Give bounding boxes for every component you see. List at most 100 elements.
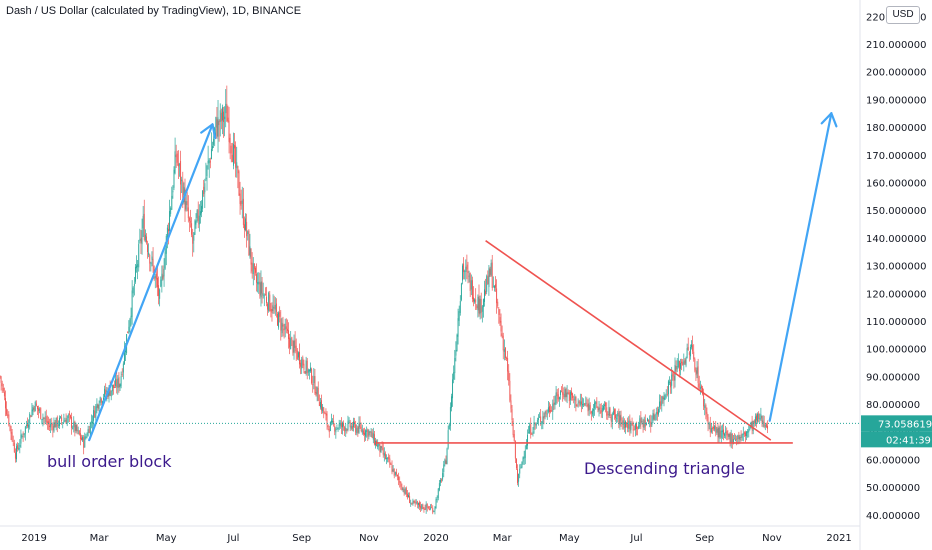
candle-body xyxy=(54,422,56,428)
candle-body xyxy=(227,117,229,122)
candle-body xyxy=(292,340,294,354)
candle-body xyxy=(520,466,522,468)
candle-body xyxy=(705,404,707,414)
currency-button[interactable]: USD xyxy=(886,6,920,24)
candle-body xyxy=(620,414,622,421)
candle-body xyxy=(751,421,753,430)
candle-body xyxy=(93,409,95,421)
candle-body xyxy=(315,392,317,396)
candle-body xyxy=(199,211,201,216)
candle-body xyxy=(608,407,610,416)
arrow-head xyxy=(211,123,217,140)
candle-body xyxy=(359,422,361,427)
candle-body xyxy=(596,400,598,408)
price-tick-label: 60.000000 xyxy=(866,456,920,467)
candle-body xyxy=(157,277,158,288)
candle-body xyxy=(529,425,531,434)
chart-annotation[interactable]: Descending triangle xyxy=(584,459,745,478)
candle-body xyxy=(546,413,548,415)
candle-body xyxy=(531,433,533,435)
candle-body xyxy=(111,384,113,392)
candle-body xyxy=(628,420,630,429)
candle-body xyxy=(197,209,199,221)
candle-body xyxy=(195,219,197,225)
candle-body xyxy=(240,201,242,206)
candle-body xyxy=(616,417,618,419)
candle-body xyxy=(204,183,206,193)
candle-body xyxy=(760,414,762,419)
candle-body xyxy=(382,447,384,455)
candle-body xyxy=(471,280,473,299)
candle-body xyxy=(734,438,735,440)
candle-body xyxy=(667,381,669,395)
candle-body xyxy=(567,392,569,395)
candle-body xyxy=(542,416,544,423)
candle-body xyxy=(100,398,102,403)
candle-body xyxy=(30,415,32,418)
candle-body xyxy=(713,426,714,429)
candle-body xyxy=(12,440,14,442)
candle-body xyxy=(443,464,445,472)
candle-body xyxy=(203,186,205,195)
candle-body xyxy=(403,489,405,493)
candle-body xyxy=(381,446,383,449)
candle-body xyxy=(639,418,641,427)
trend-line[interactable] xyxy=(485,240,772,441)
candle-body xyxy=(286,328,288,332)
candle-body xyxy=(518,473,520,482)
candle-body xyxy=(71,417,73,428)
candle-body xyxy=(663,397,665,401)
candle-body xyxy=(441,479,443,481)
candle-body xyxy=(486,276,488,292)
candle-body xyxy=(427,507,429,508)
candle-body xyxy=(691,344,692,348)
candle-body xyxy=(260,281,262,298)
chart-annotation[interactable]: bull order block xyxy=(47,452,172,471)
time-axis[interactable]: 2019 Mar May Jul Sep Nov 2020 Mar May Jul Sep Nov 20… xyxy=(21,533,851,544)
candle-body xyxy=(115,378,117,387)
chart-title: Dash / US Dollar (calculated by TradingV… xyxy=(6,5,302,17)
candle-body xyxy=(192,235,194,244)
candle-body xyxy=(709,423,711,433)
candle-body xyxy=(110,390,112,397)
candle-body xyxy=(367,429,369,437)
candle-body xyxy=(452,379,454,399)
candle-body xyxy=(412,500,414,504)
candle-body xyxy=(689,346,691,357)
candle-body xyxy=(353,421,354,428)
candle-body xyxy=(24,426,26,434)
candle-body xyxy=(612,411,614,415)
countdown-label: 02:41:39 xyxy=(886,435,931,446)
arrow-line[interactable] xyxy=(768,112,833,422)
candle-body xyxy=(478,296,480,314)
time-tick-label: Jul xyxy=(226,533,239,544)
candle-body xyxy=(77,430,79,432)
candle-body xyxy=(535,423,537,426)
candle-body xyxy=(649,421,651,423)
candle-body xyxy=(162,275,164,279)
candle-body xyxy=(188,217,190,221)
candle-body xyxy=(272,305,274,312)
candle-body xyxy=(767,425,768,429)
candle-body xyxy=(519,468,521,474)
candle-body xyxy=(239,193,241,204)
arrow-line[interactable] xyxy=(88,123,214,442)
candle-body xyxy=(556,392,558,397)
candle-body xyxy=(408,495,409,498)
candle-body xyxy=(487,275,489,284)
candle-body xyxy=(677,360,679,367)
candle-body xyxy=(373,434,375,445)
candle-body xyxy=(116,379,118,388)
candle-body xyxy=(391,465,393,473)
candle-body xyxy=(600,410,602,414)
candle-body xyxy=(334,425,336,432)
candle-body xyxy=(465,266,467,272)
candle-body xyxy=(125,350,126,353)
candle-body xyxy=(301,359,303,369)
candle-body xyxy=(171,195,173,210)
candle-body xyxy=(446,448,448,465)
candle-body xyxy=(736,438,738,440)
candle-body xyxy=(383,452,385,456)
time-tick-label: May xyxy=(559,533,580,544)
